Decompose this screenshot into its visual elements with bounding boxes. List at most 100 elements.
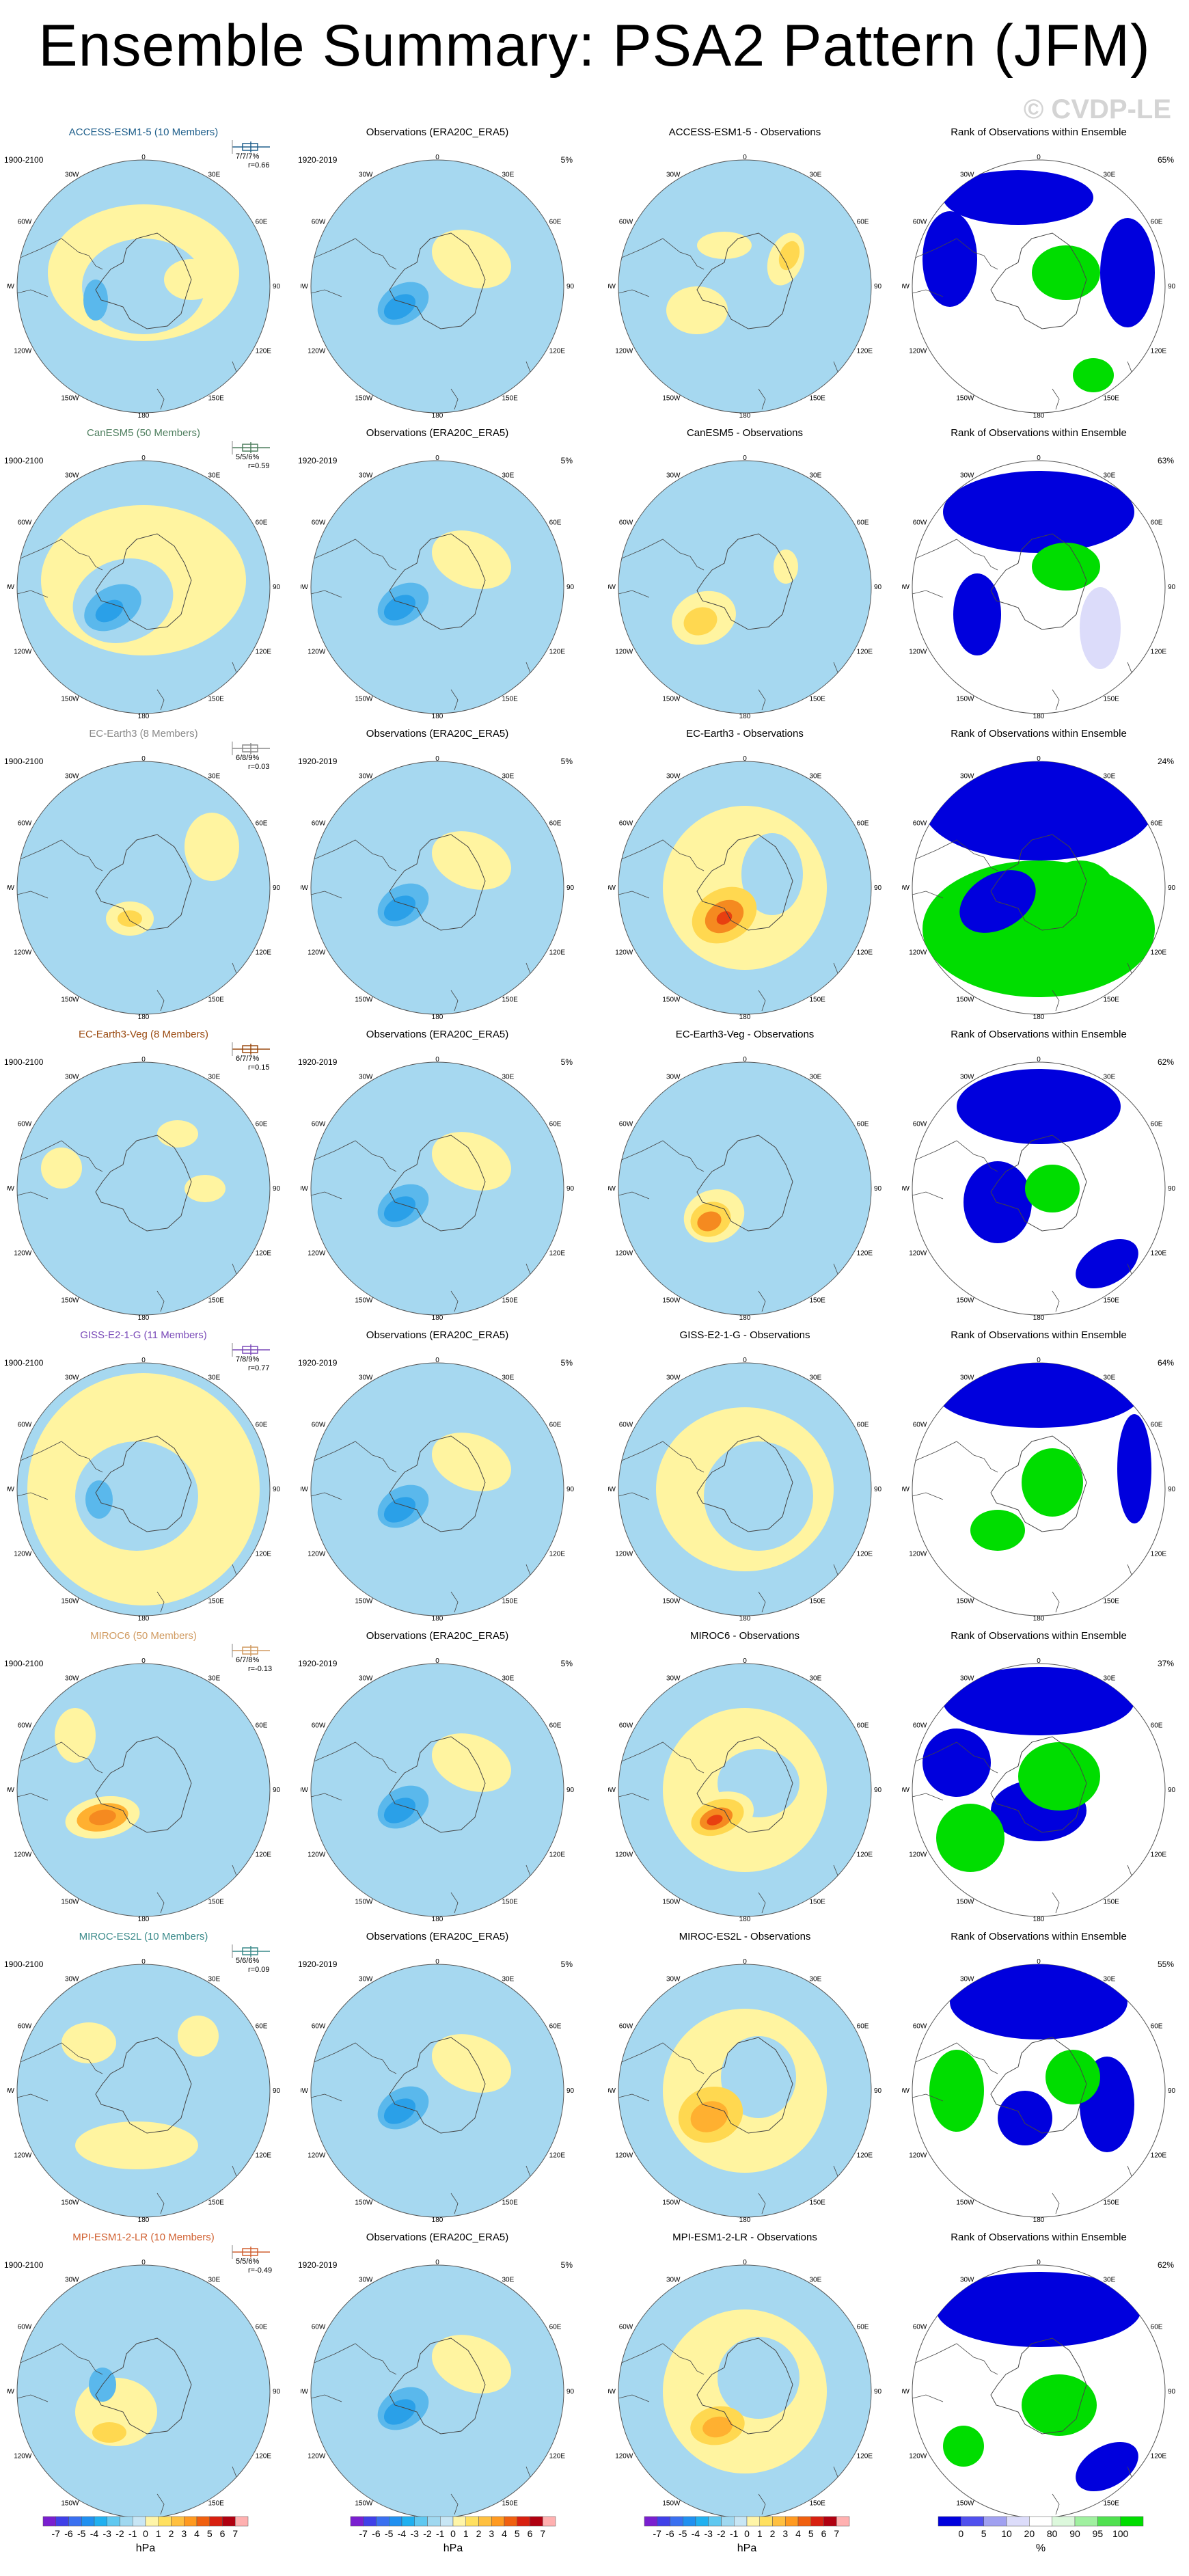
antarctica-coast: [95, 1736, 192, 1833]
contour-region: [89, 1809, 116, 1826]
lon-label: 30W: [666, 1675, 681, 1682]
panel-title: Rank of Observations within Ensemble: [951, 126, 1127, 138]
contour-region: [383, 595, 416, 621]
lon-label: 30E: [208, 1374, 221, 1381]
lon-label: 90E: [273, 1787, 280, 1794]
colorbar-swatch: [222, 2516, 236, 2527]
lon-label: 180: [739, 1615, 751, 1623]
contour-region: [936, 2272, 1141, 2347]
coastline: [17, 1741, 90, 1763]
colorbar-tick: -2: [717, 2528, 726, 2539]
lon-label: 30W: [359, 472, 373, 479]
lon-label: 120E: [549, 348, 566, 355]
panel-title: Rank of Observations within Ensemble: [951, 1931, 1127, 1942]
lon-label: 30W: [666, 2276, 681, 2283]
lon-label: 90W: [608, 884, 616, 892]
lon-label: 90W: [902, 1787, 910, 1794]
obs-panel: Observations (ERA20C_ERA5) 1920-2019 5% 0 30…: [294, 1029, 581, 1329]
contour-region: [778, 241, 800, 271]
period-label: 1900-2100: [4, 456, 44, 465]
lon-label: 60W: [18, 1722, 32, 1730]
coastline: [382, 1458, 397, 1473]
contour-region: [943, 1667, 1134, 1735]
rank-pct: 55%: [1157, 1960, 1174, 1969]
colorbar-tick: 2: [476, 2528, 482, 2539]
lon-label: 30W: [960, 772, 974, 780]
lon-label: 120E: [549, 1852, 566, 1859]
lon-label: 30E: [208, 772, 221, 780]
coastline: [17, 891, 49, 899]
period-label: 1900-2100: [4, 757, 44, 766]
lon-label: 120E: [857, 2152, 873, 2160]
lon-label: 0: [743, 755, 747, 763]
lon-label: 0: [435, 1357, 439, 1364]
lon-label: 60W: [312, 1422, 326, 1429]
coastline: [17, 2394, 49, 2402]
lon-label: 30E: [810, 1073, 822, 1081]
coastline: [1052, 388, 1060, 410]
coastline: [311, 2343, 383, 2365]
coastline: [912, 2394, 944, 2402]
contour-region: [922, 761, 1155, 860]
colorbar-swatch: [363, 2516, 377, 2527]
lon-label: 60E: [1151, 2324, 1163, 2331]
lon-label: 150W: [662, 2199, 681, 2207]
lon-label: 150W: [355, 996, 373, 1004]
panel-title: Rank of Observations within Ensemble: [951, 1630, 1127, 1642]
lon-label: 30E: [810, 171, 822, 178]
lon-label: 30W: [666, 1374, 681, 1381]
coastline: [983, 1157, 998, 1172]
lon-label: 30W: [359, 772, 373, 780]
coastline: [88, 1157, 103, 1172]
lon-label: 120W: [909, 348, 927, 355]
page-title: Ensemble Summary: PSA2 Pattern (JFM): [38, 13, 1151, 79]
pattern-correlation: r=0.15: [248, 1063, 270, 1072]
colorbar-swatch: [42, 2516, 56, 2527]
colorbar-tick: 0: [450, 2528, 456, 2539]
colorbar-tick: 95: [1093, 2528, 1104, 2539]
lon-label: 90E: [566, 1185, 574, 1193]
lon-label: 90W: [608, 2087, 616, 2095]
contour-region: [82, 239, 205, 334]
coastline: [618, 839, 691, 861]
period-label: 1920-2019: [298, 757, 338, 766]
colorbar-swatch: [465, 2516, 479, 2527]
coastline: [311, 289, 342, 297]
coastline: [983, 1759, 998, 1774]
contour-region: [704, 1441, 813, 1551]
panel-title: Observations (ERA20C_ERA5): [366, 1931, 509, 1942]
coastline: [88, 1458, 103, 1473]
coastline: [156, 990, 165, 1012]
panel-title: Rank of Observations within Ensemble: [951, 728, 1127, 740]
lon-label: 120E: [256, 1250, 272, 1258]
lon-label: 90W: [902, 584, 910, 591]
lon-label: 0: [141, 154, 146, 161]
antarctica-coast: [389, 1435, 486, 1532]
lon-label: 60E: [256, 2324, 268, 2331]
lon-label: 0: [1037, 1357, 1041, 1364]
contour-region: [1032, 245, 1100, 300]
lon-label: 60E: [549, 1121, 562, 1128]
model-panel: EC-Earth3-Veg (8 Members) 1900-2100 6/7/7%…: [0, 1029, 287, 1329]
coastline: [156, 1591, 165, 1613]
contour-region: [697, 1211, 722, 1232]
colorbar-swatch: [452, 2516, 466, 2527]
lon-label: 30E: [1104, 1975, 1116, 1983]
lon-label: 90W: [7, 1787, 15, 1794]
polar-map: 0 30E 60E 90E 120E 150E 180 150W 120W 90W 60W 30W: [301, 1657, 574, 1923]
lon-label: 180: [138, 1014, 150, 1021]
lon-label: 60E: [857, 519, 869, 527]
coastline: [1052, 2193, 1060, 2214]
lon-label: 60W: [18, 2023, 32, 2031]
lon-label: 150W: [662, 696, 681, 703]
lon-label: 120W: [308, 2152, 326, 2160]
model-row: MIROC-ES2L (10 Members) 1900-2100 5/6/6% r=…: [0, 1931, 1189, 2232]
colorbar-rank: 0 5 10 20 80 90 95 100 %: [921, 2515, 1160, 2563]
lon-label: 150E: [810, 2500, 826, 2508]
lon-label: 60E: [857, 1422, 869, 1429]
lon-label: 60W: [619, 219, 633, 226]
coastline: [450, 1591, 459, 1613]
colorbar-swatch: [504, 2516, 517, 2527]
lon-label: 150E: [502, 1297, 519, 1305]
colorbar-swatch: [94, 2516, 107, 2527]
